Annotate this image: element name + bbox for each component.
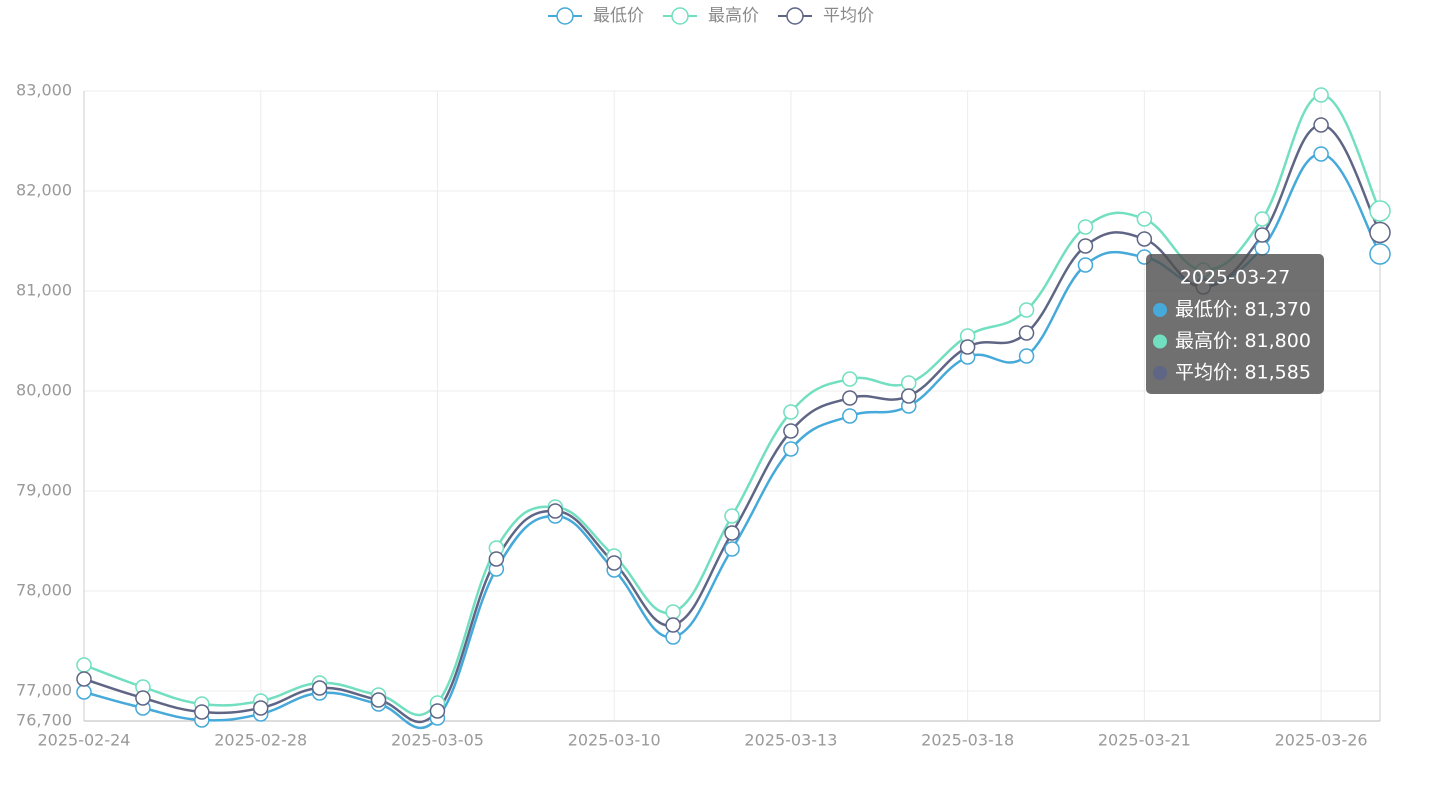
x-tick-label: 2025-03-21 — [1098, 731, 1191, 750]
data-point — [724, 525, 740, 541]
data-point — [900, 388, 917, 404]
data-point — [1136, 211, 1153, 227]
data-point — [1369, 243, 1391, 265]
data-point — [252, 700, 269, 716]
data-point — [547, 503, 564, 519]
data-point — [842, 390, 858, 406]
data-point — [665, 617, 681, 633]
legend-item[interactable]: 平均价 — [778, 6, 874, 26]
x-tick-label: 2025-03-26 — [1275, 731, 1368, 750]
legend-icon — [556, 7, 574, 25]
data-point — [1254, 227, 1270, 243]
series-line — [83, 152, 1382, 730]
legend-icon — [671, 7, 689, 25]
tooltip-title: 2025-03-27 — [1180, 267, 1290, 289]
data-point — [1254, 211, 1270, 227]
data-point — [488, 551, 505, 567]
data-point — [76, 684, 92, 700]
x-tick-label: 2025-02-24 — [38, 731, 131, 750]
data-point — [76, 657, 92, 673]
tooltip-row: 最高价: 81,800 — [1175, 330, 1311, 352]
data-point — [311, 680, 328, 696]
tooltip-row: 平均价: 81,585 — [1175, 362, 1311, 384]
data-point — [724, 541, 740, 557]
data-point — [1313, 87, 1329, 103]
data-point — [76, 671, 92, 687]
data-point — [783, 423, 799, 439]
data-point — [842, 371, 858, 387]
tooltip-marker — [1153, 366, 1167, 380]
tooltip-box — [1146, 254, 1324, 394]
y-tick-label: 83,000 — [16, 81, 72, 100]
data-point — [1018, 348, 1035, 364]
data-point — [1018, 325, 1035, 341]
data-point — [1369, 221, 1391, 244]
data-point — [1077, 219, 1094, 235]
data-point — [135, 690, 151, 706]
data-point — [1313, 146, 1329, 162]
data-point — [1077, 257, 1094, 273]
data-point — [429, 703, 446, 719]
data-point — [1136, 231, 1153, 247]
data-point — [900, 375, 917, 391]
series-line — [83, 123, 1382, 724]
x-tick-label: 2025-03-10 — [568, 731, 661, 750]
x-tick-label: 2025-03-13 — [744, 731, 837, 750]
tooltip-marker — [1153, 334, 1167, 349]
y-tick-label: 77,000 — [16, 681, 72, 700]
data-point — [1369, 200, 1391, 222]
y-tick-label: 79,000 — [16, 481, 72, 500]
y-tick-label: 76,700 — [16, 711, 72, 730]
y-tick-label: 80,000 — [16, 381, 72, 400]
data-point — [724, 508, 740, 524]
legend-label: 最低价 — [593, 6, 644, 26]
legend-icon — [786, 7, 804, 25]
data-point — [194, 704, 210, 720]
data-point — [665, 604, 681, 620]
data-point — [606, 555, 622, 571]
x-tick-label: 2025-02-28 — [214, 731, 307, 750]
tooltip: 2025-03-27 最低价: 81,370 最高价: 81,800 平均价: 81,… — [1146, 254, 1324, 394]
legend-item[interactable]: 最低价 — [548, 6, 644, 26]
data-point — [1254, 240, 1270, 256]
tooltip-marker — [1153, 303, 1167, 317]
tooltip-row: 最低价: 81,370 — [1175, 299, 1311, 321]
data-point — [783, 441, 799, 457]
data-point — [959, 339, 976, 355]
data-point — [842, 408, 858, 424]
series-line — [83, 93, 1382, 717]
y-tick-label: 82,000 — [16, 181, 72, 200]
data-point — [1313, 117, 1329, 133]
x-tick-label: 2025-03-18 — [921, 731, 1014, 750]
legend-item[interactable]: 最高价 — [663, 6, 759, 26]
data-point — [1018, 302, 1035, 318]
legend-label: 最高价 — [708, 6, 759, 26]
data-point — [783, 404, 799, 420]
y-tick-label: 78,000 — [16, 581, 72, 600]
data-point — [1077, 238, 1094, 254]
data-point — [370, 692, 387, 708]
legend-label: 平均价 — [823, 6, 874, 26]
x-tick-label: 2025-03-05 — [391, 731, 484, 750]
y-tick-label: 81,000 — [16, 281, 72, 300]
